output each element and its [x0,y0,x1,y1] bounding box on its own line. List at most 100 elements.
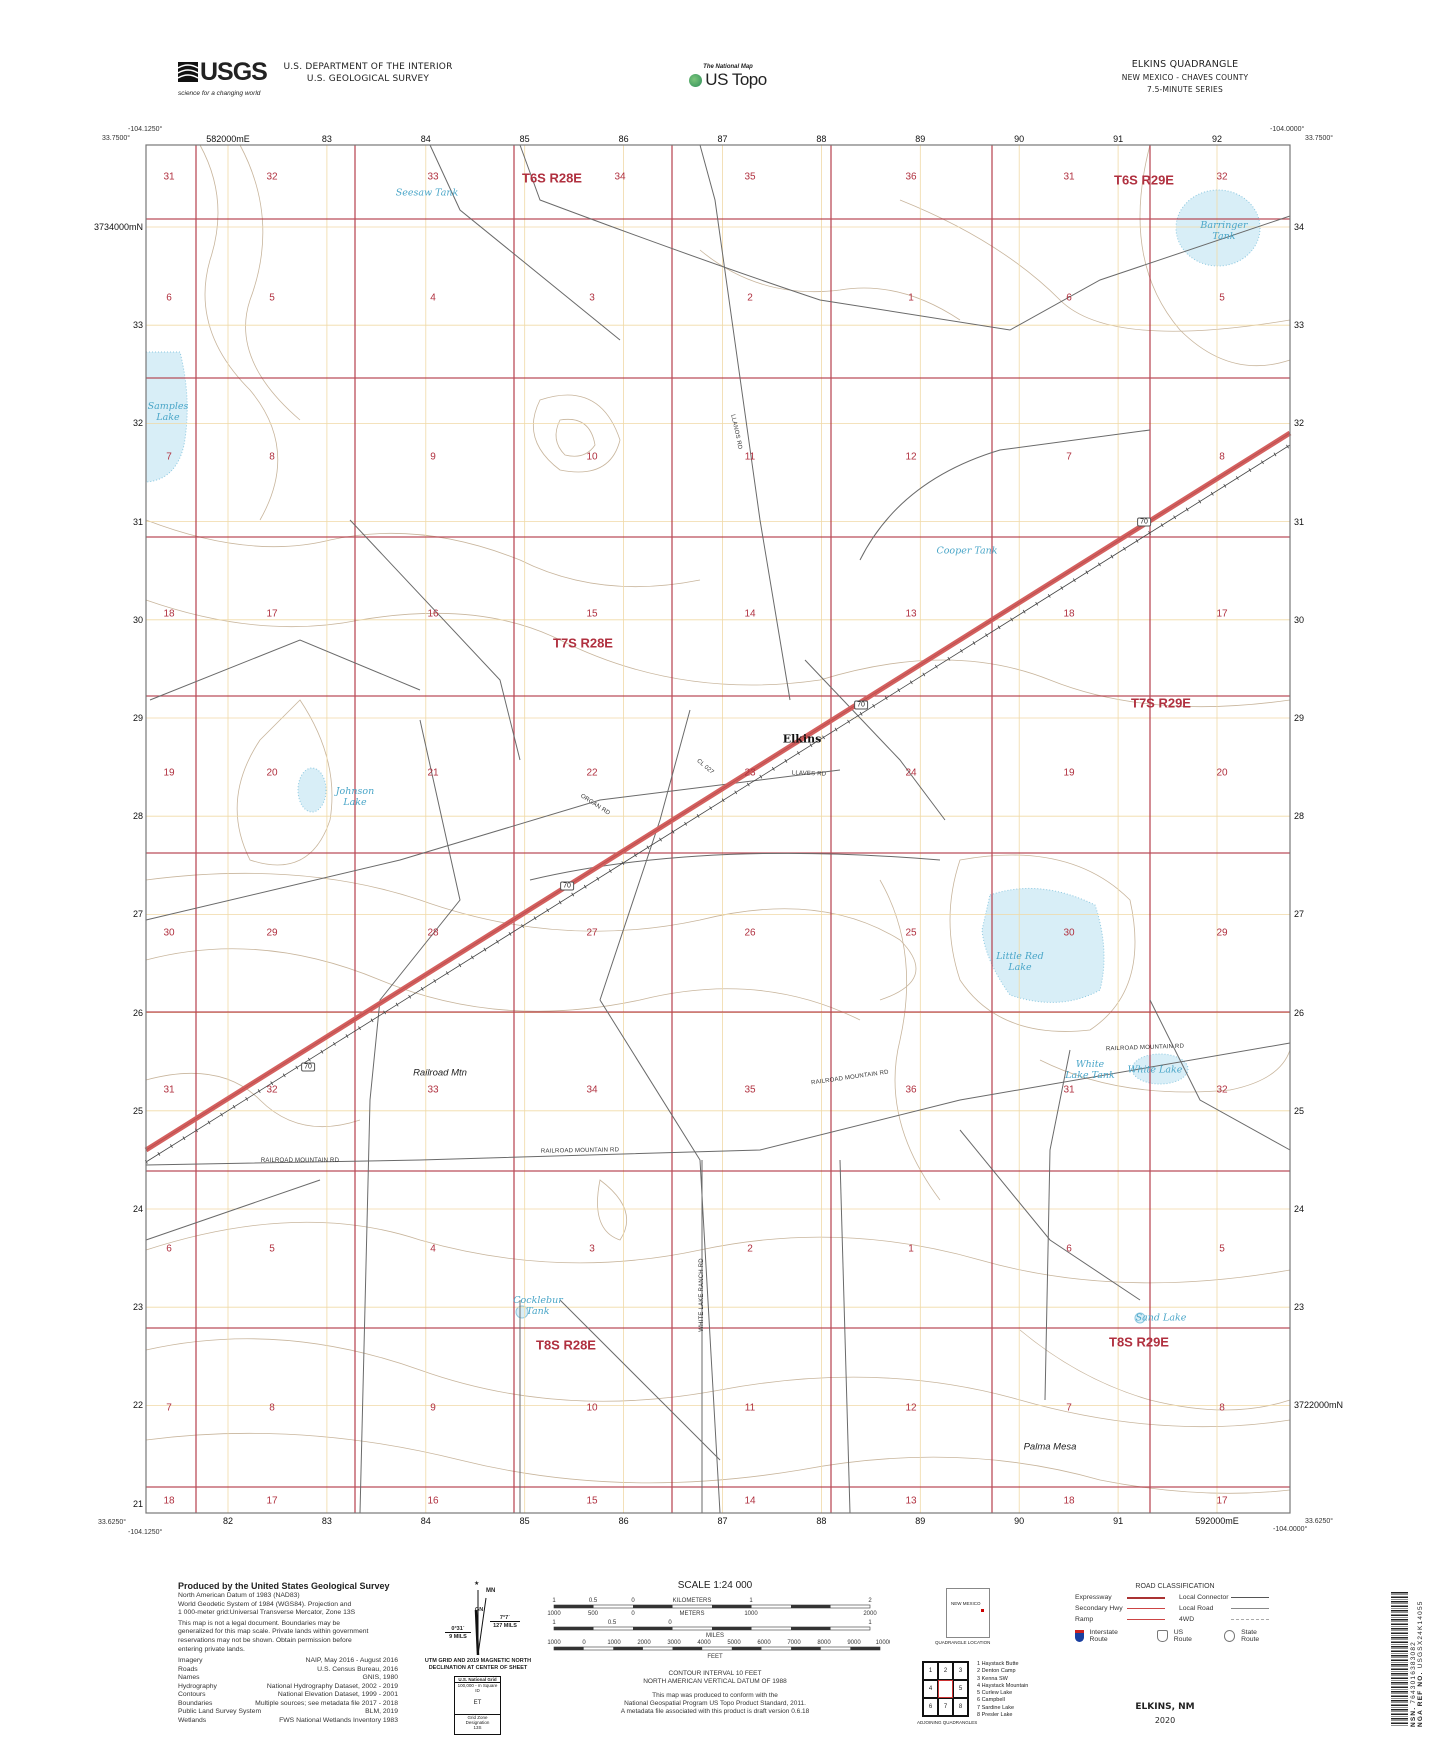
zone-label: Grid Zone Designation [455,1714,500,1725]
barcode [1391,1592,1408,1727]
nw-latitude: 33.7500° [102,135,131,142]
water-feature-label: Cooper Tank [936,545,998,557]
northing-label-right: 25 [1294,1105,1305,1116]
northing-label-left: 32 [132,418,143,429]
section-number: 5 [1219,1243,1225,1255]
section-number: 35 [744,1084,756,1096]
road-line [149,639,421,701]
source-value: Multiple sources; see metadata file 2017… [255,1699,398,1707]
credits-title: Produced by the United States Geological… [178,1581,390,1591]
section-number: 32 [1216,1084,1228,1096]
roads[interactable] [145,144,1291,1514]
easting-label-bottom: 86 [618,1516,629,1526]
section-number: 6 [1066,292,1072,304]
adjoining-quad-cell: 1 [923,1662,938,1680]
usgs-wordmark: USGS [200,58,268,86]
adjoining-quad-cell: 6 [923,1698,938,1716]
scale-tick-label: 7000 [787,1640,801,1646]
section-number: 30 [163,927,175,939]
us-route-70-shield[interactable]: 70 [854,700,868,710]
scale-bar-segment [554,1605,594,1608]
vertical-datum: NORTH AMERICAN VERTICAL DATUM OF 1988 [643,1678,787,1685]
northing-label-right: 33 [1294,320,1305,331]
northing-label-right: 29 [1294,713,1305,723]
road-name-label[interactable]: WHITE LAKE RANCH RD [699,1258,705,1332]
credit-line: generalized for this map scale. Private … [178,1628,369,1636]
northing-label-left: 33 [132,320,143,331]
nga-label: NGA REF NO. [1417,1671,1424,1727]
us-highway-70[interactable] [144,430,1292,1153]
section-number: 16 [427,608,439,620]
us-route-70-shield[interactable]: 70 [560,881,574,891]
road-line [1044,1049,1071,1401]
easting-label-top: 88 [816,134,827,144]
northing-label-right: 30 [1294,614,1305,625]
northing-label-right: 31 [1294,516,1305,527]
scale-tick-label: 1 [552,1620,556,1626]
section-number: 3 [589,1243,595,1255]
gn-label: GN [475,1607,484,1613]
scale-bar-segment [633,1627,673,1630]
township-range-label: T7S R28E [553,635,613,651]
section-number: 4 [430,292,436,304]
quad-title: ELKINS QUADRANGLE [1131,59,1239,70]
adjoining-quad-name: 3 Kenna SW [977,1675,1008,1682]
standard-note-3: A metadata file associated with this pro… [620,1708,810,1715]
section-number: 34 [614,171,626,183]
east-declination-mils: 127 MILS [493,1623,517,1629]
source-value: National Hydrography Dataset, 2002 - 201… [266,1682,398,1690]
water-feature-label: Seesaw Tank [395,187,459,199]
map-neatline [145,144,1291,1514]
scale-unit-label: KILOMETERS [673,1598,712,1604]
section-number: 2 [747,1243,753,1255]
section-number: 6 [166,292,172,304]
us-route-70-shield[interactable]: 70 [1137,517,1151,527]
credit-line: World Geodetic System of 1984 (WGS84). P… [178,1600,352,1608]
road-line [804,659,946,821]
scale-tick-label: 1 [868,1620,872,1626]
quad-location-caption: QUADRANGLE LOCATION [935,1640,991,1645]
adjoining-quad-name: 8 Presler Lake [977,1712,1013,1719]
section-number: 5 [269,1243,275,1255]
section-number: 19 [1063,767,1075,779]
legend-4wd: 4WD [1179,1616,1195,1623]
township-range-label: T6S R29E [1114,172,1174,188]
section-number: 1 [908,1243,914,1255]
section-number: 35 [744,171,756,183]
source-value: U.S. Census Bureau, 2016 [317,1665,398,1673]
section-number: 20 [1216,767,1228,779]
scale-tick-label: 4000 [697,1640,711,1646]
road-name-label[interactable]: RAILROAD MOUNTAIN RD [260,1158,340,1164]
section-number: 19 [163,767,175,779]
road-line [599,999,721,1514]
road-name-label[interactable]: LLAVES RD [791,770,827,778]
mn-label: MN [486,1588,496,1594]
west-declination-mils: 9 MILS [449,1634,467,1640]
section-number: 11 [744,451,756,463]
easting-label-bottom: 88 [816,1516,827,1526]
interstate-shield-icon [1075,1630,1084,1642]
section-number: 28 [427,927,439,939]
us-route-70-shield[interactable]: 70 [301,1062,315,1072]
credit-source-row: Imagery NAIP, May 2016 - August 2016 [178,1657,398,1666]
johnson-lake [297,767,327,813]
section-number: 14 [744,1495,756,1507]
northing-label-right: 23 [1294,1302,1305,1313]
section-number: 36 [905,171,917,183]
road-line [359,719,461,1514]
adjoining-quad-cell: 5 [953,1680,968,1698]
adjoining-quad-name: 4 Haystack Mountain [977,1682,1029,1689]
contour-line [236,699,333,866]
legend-local-connector: Local Connector [1179,1594,1229,1601]
scale-bar [553,1646,881,1651]
source-name: Hydrography [178,1682,217,1690]
scale-tick-label: 1000 [547,1640,561,1646]
easting-label-top: 91 [1113,134,1124,144]
section-lines [146,145,1290,1513]
easting-label-bottom: 91 [1113,1516,1124,1526]
adjoining-quad-cell: 3 [953,1662,968,1680]
contour-line [879,879,941,1201]
current-quad-cell [938,1680,953,1698]
